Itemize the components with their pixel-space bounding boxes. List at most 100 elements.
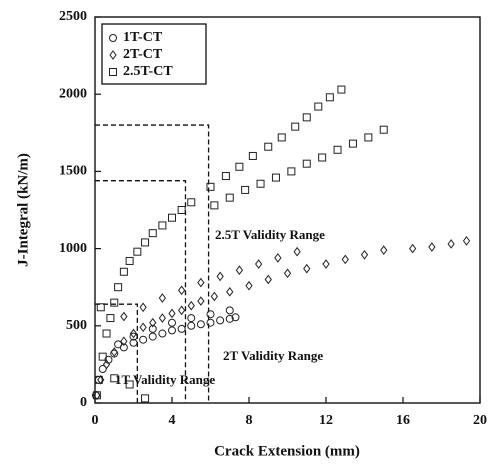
point xyxy=(187,321,196,330)
point xyxy=(225,193,234,202)
point xyxy=(168,308,176,319)
point xyxy=(225,314,234,323)
point xyxy=(148,324,157,333)
point xyxy=(129,338,138,347)
point xyxy=(303,263,311,274)
point xyxy=(210,201,219,210)
point xyxy=(235,265,243,276)
point xyxy=(98,352,107,361)
y-tick-label: 2000 xyxy=(59,86,87,101)
point xyxy=(274,253,282,263)
point xyxy=(196,320,205,329)
point xyxy=(241,185,250,194)
point xyxy=(149,317,157,328)
point xyxy=(158,293,166,303)
point xyxy=(139,335,148,344)
point xyxy=(271,173,280,182)
x-tick-label: 4 xyxy=(169,413,176,428)
point xyxy=(133,247,142,256)
x-tick-label: 12 xyxy=(319,413,333,428)
legend-label: 1T-CT xyxy=(123,30,163,45)
validity-label: 2T Validity Range xyxy=(223,348,323,363)
point xyxy=(226,286,234,297)
point xyxy=(106,314,115,323)
validity-box xyxy=(95,180,187,403)
point xyxy=(102,329,111,338)
point xyxy=(287,167,296,176)
point xyxy=(141,238,150,247)
point xyxy=(119,267,128,276)
point xyxy=(245,280,253,291)
point xyxy=(216,271,224,282)
y-tick-label: 0 xyxy=(80,395,87,410)
point xyxy=(235,162,244,171)
point xyxy=(248,151,257,160)
y-tick-label: 1000 xyxy=(59,241,87,256)
x-tick-label: 16 xyxy=(396,413,410,428)
point xyxy=(125,256,134,265)
point xyxy=(291,122,300,131)
plot-frame xyxy=(94,16,481,404)
point xyxy=(206,318,215,327)
legend-label: 2.5T-CT xyxy=(123,64,173,79)
point xyxy=(210,291,218,302)
y-axis-label: J-Integral (kN/m) xyxy=(15,153,31,267)
point xyxy=(187,300,195,311)
point xyxy=(255,259,263,269)
point xyxy=(168,213,176,222)
validity-box xyxy=(95,124,210,403)
x-tick-label: 20 xyxy=(473,413,487,428)
validity-box xyxy=(95,303,138,403)
point xyxy=(94,375,103,384)
point xyxy=(318,153,327,162)
point xyxy=(221,172,230,181)
point xyxy=(283,268,292,279)
point xyxy=(92,391,101,400)
point xyxy=(447,239,455,249)
point xyxy=(264,274,272,285)
point xyxy=(206,310,215,319)
point xyxy=(129,328,138,339)
point xyxy=(96,303,105,312)
point xyxy=(148,332,157,341)
point xyxy=(114,283,123,292)
point xyxy=(148,229,157,238)
point xyxy=(110,349,119,358)
legend-label: 2T-CT xyxy=(123,47,163,62)
point xyxy=(120,336,128,347)
point xyxy=(187,314,196,323)
point xyxy=(379,125,388,134)
legend-box xyxy=(101,23,207,85)
point xyxy=(231,313,240,322)
point xyxy=(109,68,117,76)
y-tick-label: 1500 xyxy=(59,164,87,179)
point xyxy=(341,254,349,265)
point xyxy=(158,329,167,338)
point xyxy=(129,332,138,341)
point xyxy=(98,365,107,374)
point xyxy=(110,298,119,307)
point xyxy=(216,316,225,325)
point xyxy=(314,102,323,111)
point xyxy=(168,326,176,335)
point xyxy=(178,305,186,316)
point xyxy=(158,221,167,230)
point xyxy=(364,133,373,142)
point xyxy=(141,394,150,403)
point xyxy=(197,277,205,288)
point xyxy=(110,347,118,357)
point xyxy=(178,285,186,296)
y-tick-label: 2500 xyxy=(59,9,87,24)
point xyxy=(177,206,186,214)
x-tick-label: 8 xyxy=(246,413,253,428)
point xyxy=(225,306,234,315)
point xyxy=(302,113,311,122)
point xyxy=(197,296,205,306)
point xyxy=(177,324,186,333)
point xyxy=(168,318,176,327)
point xyxy=(325,93,334,102)
point xyxy=(109,34,117,42)
validity-label: 2.5T Validity Range xyxy=(215,227,325,242)
point xyxy=(206,182,215,191)
